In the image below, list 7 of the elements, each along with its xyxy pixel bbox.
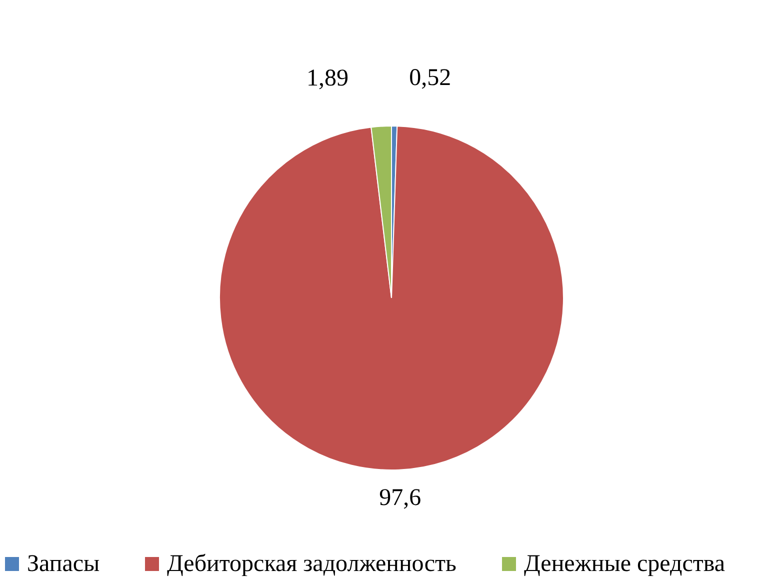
legend-label: Денежные средства (524, 551, 726, 577)
pie-slice (219, 126, 564, 470)
data-label: 97,6 (379, 484, 422, 511)
data-label: 1,89 (306, 65, 348, 92)
legend-label: Дебиторская задолженность (167, 551, 457, 577)
legend-label: Запасы (27, 551, 100, 577)
data-label: 0,52 (409, 65, 452, 92)
